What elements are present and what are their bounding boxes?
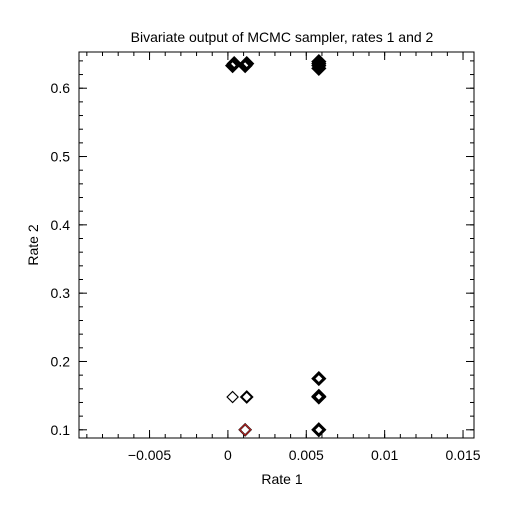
data-point: [226, 55, 242, 72]
x-tick-label: 0.015: [446, 447, 481, 463]
data-point: [239, 390, 254, 404]
chart-title: Bivariate output of MCMC sampler, rates …: [131, 29, 434, 45]
axis-ticks: [79, 52, 474, 438]
y-axis-label: Rate 2: [25, 224, 41, 265]
y-tick-label: 0.6: [51, 80, 71, 96]
x-tick-label: 0.005: [289, 447, 324, 463]
x-tick-label: −0.005: [128, 447, 171, 463]
data-point: [238, 423, 252, 437]
data-point: [311, 370, 327, 387]
data-point: [311, 388, 327, 404]
data-points: [224, 53, 327, 438]
x-axis-label: Rate 1: [261, 471, 302, 487]
data-point: [239, 55, 255, 72]
y-tick-label: 0.4: [51, 217, 71, 233]
x-tick-label: 0: [224, 447, 232, 463]
data-point: [226, 390, 239, 404]
data-point: [311, 422, 327, 438]
data-point: [238, 422, 253, 437]
y-tick-label: 0.1: [51, 422, 71, 438]
plot-frame: [78, 51, 475, 439]
data-point: [311, 53, 327, 70]
x-tick-label: 0.01: [371, 447, 398, 463]
y-tick-label: 0.5: [51, 149, 71, 165]
tick-labels: −0.005 0 0.005 0.01 0.015 0.1 0.2 0.3 0.4 0.5 0.6: [51, 80, 481, 463]
y-tick-label: 0.3: [51, 285, 71, 301]
y-tick-label: 0.2: [51, 353, 71, 369]
